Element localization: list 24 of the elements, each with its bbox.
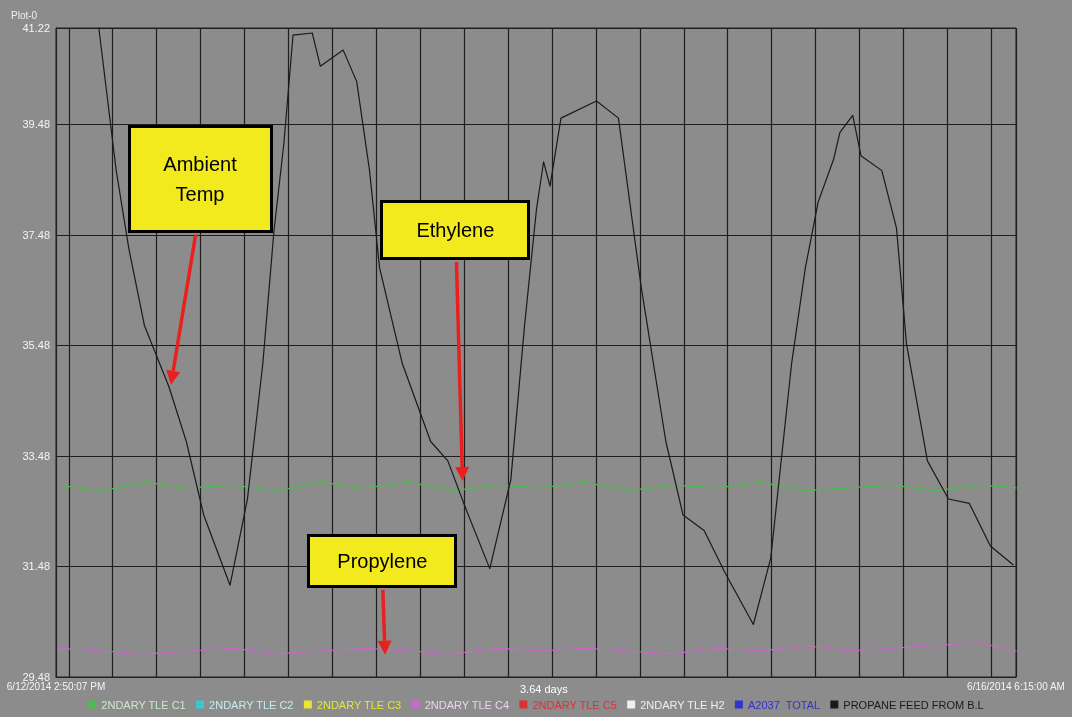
legend-label: 2NDARY TLE H2 (640, 698, 725, 711)
y-tick-label: 29.48 (22, 671, 50, 683)
text: 3.64 days (520, 683, 568, 695)
x-tick-label: 6/12/2014 2:50:07 PM (6, 680, 106, 692)
y-tick-label: 31.48 (22, 560, 50, 573)
legend-label: 2NDARY TLE C5 (532, 698, 617, 711)
legend-label: A2037 TOTAL (747, 698, 821, 711)
x-tick-label: 6/16/2014 6:15:00 AM (967, 680, 1065, 692)
y-tick-label: 39.48 (22, 118, 50, 131)
line-series (57, 642, 1017, 655)
annotation: Ambient Temp (162, 151, 238, 207)
legend-label: 2NDARY TLE C2 (209, 698, 294, 711)
y-tick-label: 41.22 (22, 22, 50, 34)
y-tick-label: 37.48 (22, 228, 50, 241)
line-series (57, 481, 1017, 492)
legend-label: 2NDARY TLE C1 (101, 698, 186, 711)
y-tick-label: 35.48 (22, 339, 50, 352)
legend-label: 2NDARY TLE C3 (316, 698, 402, 711)
annotation: Ethylene (416, 218, 495, 244)
y-tick-label: 33.48 (22, 449, 50, 462)
legend-label: 2NDARY TLE C4 (424, 698, 510, 711)
annotation: Propylene (337, 548, 428, 574)
legend-label: PROPANE FEED FROM B.L (843, 698, 984, 711)
chart-title: Plot-0 (11, 9, 38, 21)
